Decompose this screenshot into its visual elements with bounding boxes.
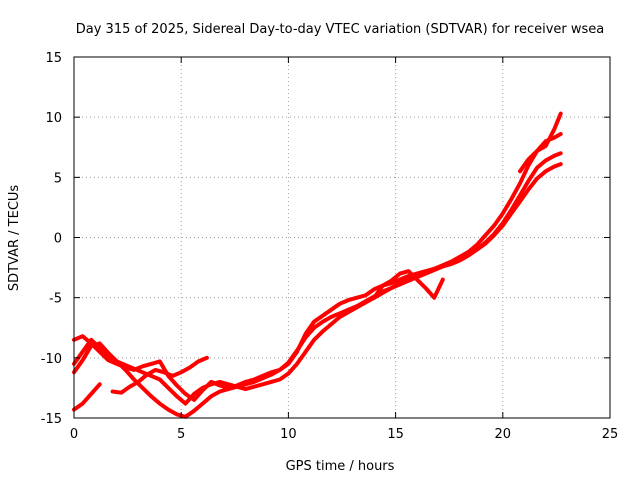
y-axis-label: SDTVAR / TECUs — [7, 185, 22, 292]
x-tick-label-3: 15 — [387, 427, 404, 442]
series-line-track-5 — [110, 355, 209, 395]
x-tick-label-1: 5 — [177, 427, 185, 442]
y-tick-label-2: -5 — [49, 292, 62, 307]
x-axis-label: GPS time / hours — [286, 459, 395, 474]
y-tick-label-4: 5 — [54, 171, 62, 186]
y-tick-label-3: 0 — [54, 232, 62, 247]
data-series — [72, 111, 563, 419]
series-line-track-6 — [372, 269, 445, 300]
series-line-track-3 — [72, 162, 563, 419]
series-line-track-1 — [72, 132, 563, 402]
x-tick-label-5: 25 — [602, 427, 619, 442]
x-tick-label-0: 0 — [70, 427, 78, 442]
grid-lines — [74, 57, 610, 418]
axis-ticks: 0 5 10 15 20 25 -15 -10 -5 0 5 10 15 — [41, 51, 619, 442]
series-line-track-4 — [72, 382, 102, 412]
y-tick-label-6: 15 — [45, 51, 62, 66]
series-line-track-7 — [518, 111, 563, 174]
y-tick-label-0: -15 — [41, 412, 62, 427]
y-tick-label-5: 10 — [45, 111, 62, 126]
x-tick-label-4: 20 — [495, 427, 512, 442]
x-tick-label-2: 10 — [280, 427, 297, 442]
chart-title: Day 315 of 2025, Sidereal Day-to-day VTE… — [76, 22, 605, 37]
y-tick-label-1: -10 — [41, 352, 62, 367]
